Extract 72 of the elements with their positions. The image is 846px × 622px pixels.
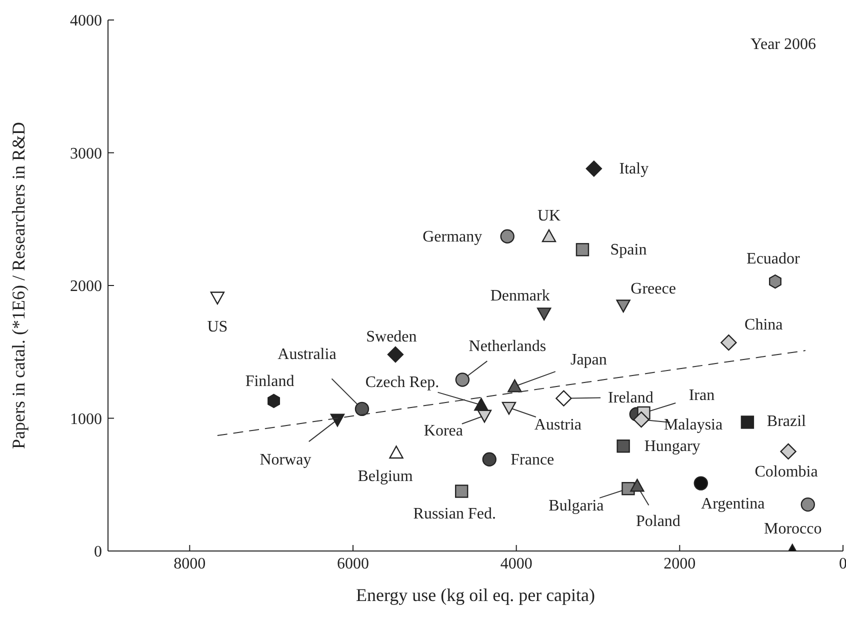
y-tick-label: 0 xyxy=(94,544,102,561)
x-axis-title: Energy use (kg oil eq. per capita) xyxy=(356,585,596,605)
y-tick-label: 2000 xyxy=(70,278,102,296)
x-tick-label: 4000 xyxy=(500,555,532,572)
series-label: Austria xyxy=(534,416,582,434)
series-label: Finland xyxy=(245,372,294,390)
series-label: Colombia xyxy=(754,463,818,480)
series-label: France xyxy=(510,451,554,468)
point xyxy=(455,372,470,387)
point xyxy=(477,410,492,423)
annotation: Year 2006 xyxy=(750,36,816,54)
point xyxy=(330,414,345,427)
series-label: Russian Fed. xyxy=(413,505,496,522)
point xyxy=(354,402,370,416)
point xyxy=(616,440,630,453)
point xyxy=(633,411,650,428)
point xyxy=(474,398,488,411)
series-label: Spain xyxy=(610,242,647,259)
point xyxy=(268,394,280,408)
point xyxy=(482,452,496,466)
x-tick-label: 6000 xyxy=(337,555,369,572)
point xyxy=(537,308,552,320)
point xyxy=(630,478,644,492)
y-tick-label: 3000 xyxy=(70,145,102,162)
point xyxy=(556,390,572,406)
series-label: Sweden xyxy=(366,328,417,346)
text: Norway xyxy=(260,452,312,469)
point xyxy=(720,334,737,351)
text: Iran xyxy=(688,386,715,404)
series-label: Greece xyxy=(630,280,676,298)
x-tick-label: 2000 xyxy=(664,555,696,572)
x-tick-label: 8000 xyxy=(174,555,206,572)
series-label: Belgium xyxy=(358,468,414,485)
point xyxy=(455,484,468,498)
series-label: Ecuador xyxy=(746,250,801,268)
point xyxy=(508,379,522,392)
series-label: US xyxy=(207,318,228,336)
y-tick-label: 4000 xyxy=(70,12,102,30)
point xyxy=(389,446,404,459)
text: Czech Rep. xyxy=(365,374,440,391)
series-label: UK xyxy=(537,207,561,224)
series-label: Denmark xyxy=(490,287,550,304)
series-label: Korea xyxy=(424,422,464,440)
point xyxy=(780,443,796,460)
series-label: Argentina xyxy=(701,495,765,512)
point xyxy=(210,292,225,305)
series-label: Netherlands xyxy=(468,338,546,355)
series-label: Malaysia xyxy=(664,416,723,434)
text: Australia xyxy=(278,346,336,363)
point xyxy=(694,476,708,490)
point xyxy=(502,402,516,415)
series-label: Italy xyxy=(619,160,649,178)
series-label: Morocco xyxy=(764,520,822,538)
point xyxy=(768,274,782,289)
text: Ireland xyxy=(608,389,654,406)
series-label: China xyxy=(744,316,783,334)
series-label: Poland xyxy=(636,512,680,530)
point xyxy=(576,243,590,256)
y-tick-label: 1000 xyxy=(70,410,102,428)
point xyxy=(542,229,556,242)
point xyxy=(586,160,602,177)
point xyxy=(500,229,514,244)
point xyxy=(616,300,630,313)
series-label: Bulgaria xyxy=(548,498,604,515)
series-label: Hungary xyxy=(644,438,700,456)
point xyxy=(387,346,404,363)
series-label: Brazil xyxy=(766,413,807,430)
text: Japan xyxy=(570,351,607,368)
y-axis-title: Papers in catal. (*1E6) / Researchers in R&D xyxy=(8,122,28,449)
point xyxy=(740,416,754,429)
series-label: Germany xyxy=(422,228,482,246)
point xyxy=(800,497,815,512)
